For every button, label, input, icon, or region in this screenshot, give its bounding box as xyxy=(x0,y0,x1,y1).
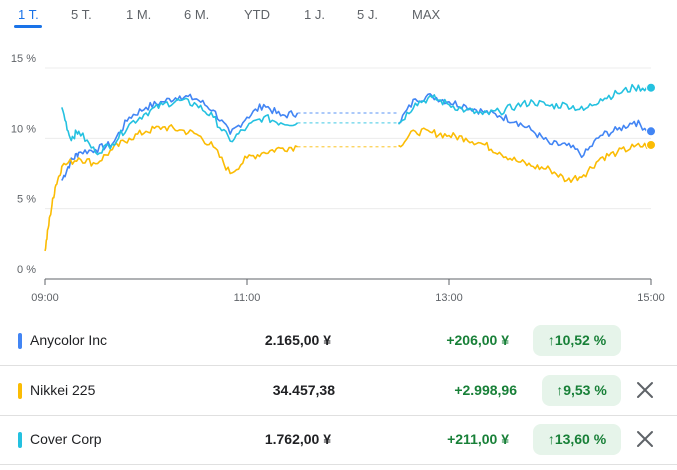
comparison-chart: 0 % 5 % 10 % 15 % 09:00 11:00 13:00 15:00 xyxy=(11,53,665,304)
security-price: 34.457,38 xyxy=(272,382,335,398)
y-tick-label: 15 % xyxy=(11,53,36,65)
arrow-up-icon: ↑ xyxy=(547,431,555,447)
series-line xyxy=(398,127,652,183)
security-name: Anycolor Inc xyxy=(30,332,108,348)
tab-1-day[interactable]: 1 T. xyxy=(18,7,39,22)
chart-grid xyxy=(45,67,651,280)
arrow-up-icon: ↑ xyxy=(547,332,555,348)
table-row-nikkei[interactable]: Nikkei 225 34.457,38 +2.998,96 ↑9,53 % xyxy=(0,366,677,416)
x-tick-label: 13:00 xyxy=(435,292,463,304)
security-price: 1.762,00 ¥ xyxy=(264,431,331,447)
tab-1-month[interactable]: 1 M. xyxy=(126,7,152,22)
series-color-marker xyxy=(18,432,22,448)
x-tick-label: 09:00 xyxy=(31,292,59,304)
tab-max[interactable]: MAX xyxy=(412,7,441,22)
percent-change-badge: ↑13,60 % xyxy=(533,424,621,455)
series-line xyxy=(397,83,652,125)
tab-5-years[interactable]: 5 J. xyxy=(357,7,378,22)
series-line xyxy=(44,124,298,252)
series-end-point xyxy=(646,82,656,93)
security-price: 2.165,00 ¥ xyxy=(264,332,331,348)
table-row-anycolor[interactable]: Anycolor Inc 2.165,00 ¥ +206,00 ¥ ↑10,52… xyxy=(0,316,677,366)
series-line xyxy=(61,97,299,156)
series-end-point xyxy=(646,126,656,137)
series-line xyxy=(398,93,652,159)
y-tick-label: 10 % xyxy=(11,123,36,135)
security-name: Cover Corp xyxy=(30,431,102,447)
percent-change-badge: ↑9,53 % xyxy=(542,375,621,406)
series-color-marker xyxy=(18,383,22,399)
close-icon[interactable] xyxy=(634,379,656,401)
percent-change-badge: ↑10,52 % xyxy=(533,325,621,356)
security-change: +2.998,96 xyxy=(454,382,517,398)
y-tick-label: 0 % xyxy=(17,264,36,276)
close-icon[interactable] xyxy=(634,428,656,450)
x-tick-label: 11:00 xyxy=(234,292,261,304)
tab-1-year[interactable]: 1 J. xyxy=(304,7,325,22)
range-tabs: 1 T. 5 T. 1 M. 6 M. YTD 1 J. 5 J. MAX xyxy=(0,0,677,30)
security-name: Nikkei 225 xyxy=(30,382,96,398)
tab-ytd[interactable]: YTD xyxy=(244,7,270,22)
x-tick-label: 15:00 xyxy=(637,292,665,304)
series-end-point xyxy=(646,139,656,150)
series-line xyxy=(61,93,299,181)
tab-5-days[interactable]: 5 T. xyxy=(71,7,92,22)
y-axis-ticks: 0 % 5 % 10 % 15 % xyxy=(11,53,36,276)
security-change: +206,00 ¥ xyxy=(446,332,509,348)
arrow-up-icon: ↑ xyxy=(556,382,564,398)
y-tick-label: 5 % xyxy=(17,194,36,206)
security-change: +211,00 ¥ xyxy=(447,431,509,447)
x-axis-ticks: 09:00 11:00 13:00 15:00 xyxy=(31,279,665,304)
chart-series xyxy=(44,82,656,252)
active-tab-indicator xyxy=(14,25,42,28)
tab-6-months[interactable]: 6 M. xyxy=(184,7,210,22)
series-color-marker xyxy=(18,333,22,349)
table-row-cover[interactable]: Cover Corp 1.762,00 ¥ +211,00 ¥ ↑13,60 % xyxy=(0,415,677,465)
